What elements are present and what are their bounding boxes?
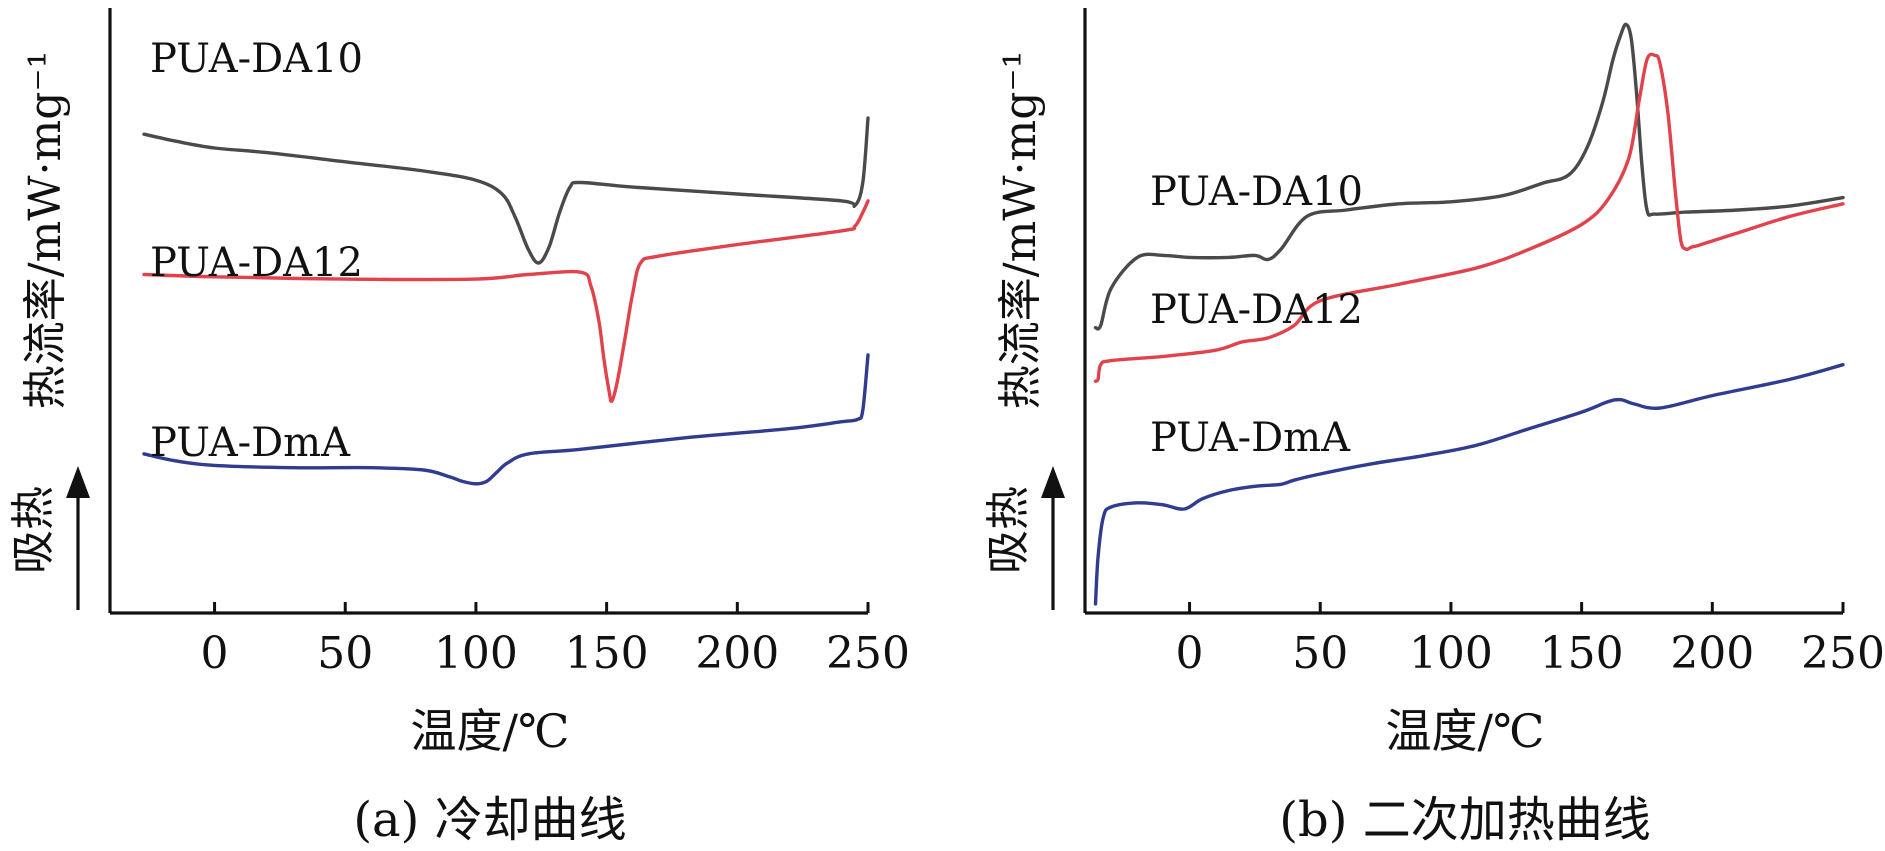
panel-a-cooling: 0 50 100 150 200 250 PUA-DA10 PUA-DA12 PUA-Dm… [8, 8, 910, 848]
panel-b-x-tick-label: 150 [1540, 628, 1624, 679]
panel-b-label-pua-da10: PUA-DA10 [1150, 169, 1363, 215]
panel-b-series-pua-da12 [1093, 52, 1845, 383]
panel-a-x-tick-label: 200 [695, 628, 779, 679]
panel-b-endo-arrow-head [1041, 466, 1065, 498]
panel-b-caption: (b) 二次加热曲线 [1279, 792, 1650, 848]
panel-b-x-tick-label: 50 [1292, 628, 1348, 679]
panel-b-x-label: 温度/℃ [1386, 704, 1545, 758]
panel-a-x-tick-label: 50 [317, 628, 373, 679]
panel-a-x-ticks: 0 50 100 150 200 250 [201, 602, 910, 679]
panel-b-label-pua-da12: PUA-DA12 [1150, 287, 1363, 333]
panel-b-label-pua-dma: PUA-DmA [1150, 415, 1351, 461]
panel-a-series-pua-dma [142, 353, 870, 486]
panel-b-series-pua-da10 [1093, 22, 1845, 331]
panel-a-label-pua-da10: PUA-DA10 [150, 36, 363, 82]
panel-a-series-pua-da12 [142, 199, 870, 404]
panel-b-x-tick-label: 0 [1176, 628, 1204, 679]
panel-b-endo-label: 吸热 [983, 486, 1034, 574]
panel-b-x-tick-label: 100 [1409, 628, 1493, 679]
panel-b-x-tick-label: 200 [1670, 628, 1754, 679]
panel-b-curves [1093, 22, 1845, 606]
panel-a-label-pua-da12: PUA-DA12 [150, 240, 363, 286]
panel-a-curves [142, 116, 870, 486]
panel-a-y-label: 热流率/mW·mg⁻¹ [20, 51, 71, 410]
panel-b-second-heating: 0 50 100 150 200 250 PUA-DA10 PUA-DA12 PUA-Dm… [983, 8, 1885, 848]
panel-a-x-tick-label: 250 [826, 628, 910, 679]
panel-a-x-tick-label: 0 [201, 628, 229, 679]
panel-a-x-tick-label: 150 [565, 628, 649, 679]
panel-a-endo-arrow-head [66, 466, 90, 498]
panel-a-endo-label: 吸热 [8, 486, 59, 574]
panel-b-y-label: 热流率/mW·mg⁻¹ [995, 51, 1046, 410]
panel-a-x-label: 温度/℃ [411, 704, 570, 758]
panel-b-x-ticks: 0 50 100 150 200 250 [1176, 602, 1885, 679]
panel-a-x-tick-label: 100 [434, 628, 518, 679]
panel-b-x-tick-label: 250 [1801, 628, 1885, 679]
panel-a-series-pua-da10 [142, 116, 870, 265]
panel-a-label-pua-dma: PUA-DmA [150, 420, 351, 466]
panel-b-series-pua-dma [1093, 363, 1845, 606]
panel-a-caption: (a) 冷却曲线 [353, 792, 626, 848]
